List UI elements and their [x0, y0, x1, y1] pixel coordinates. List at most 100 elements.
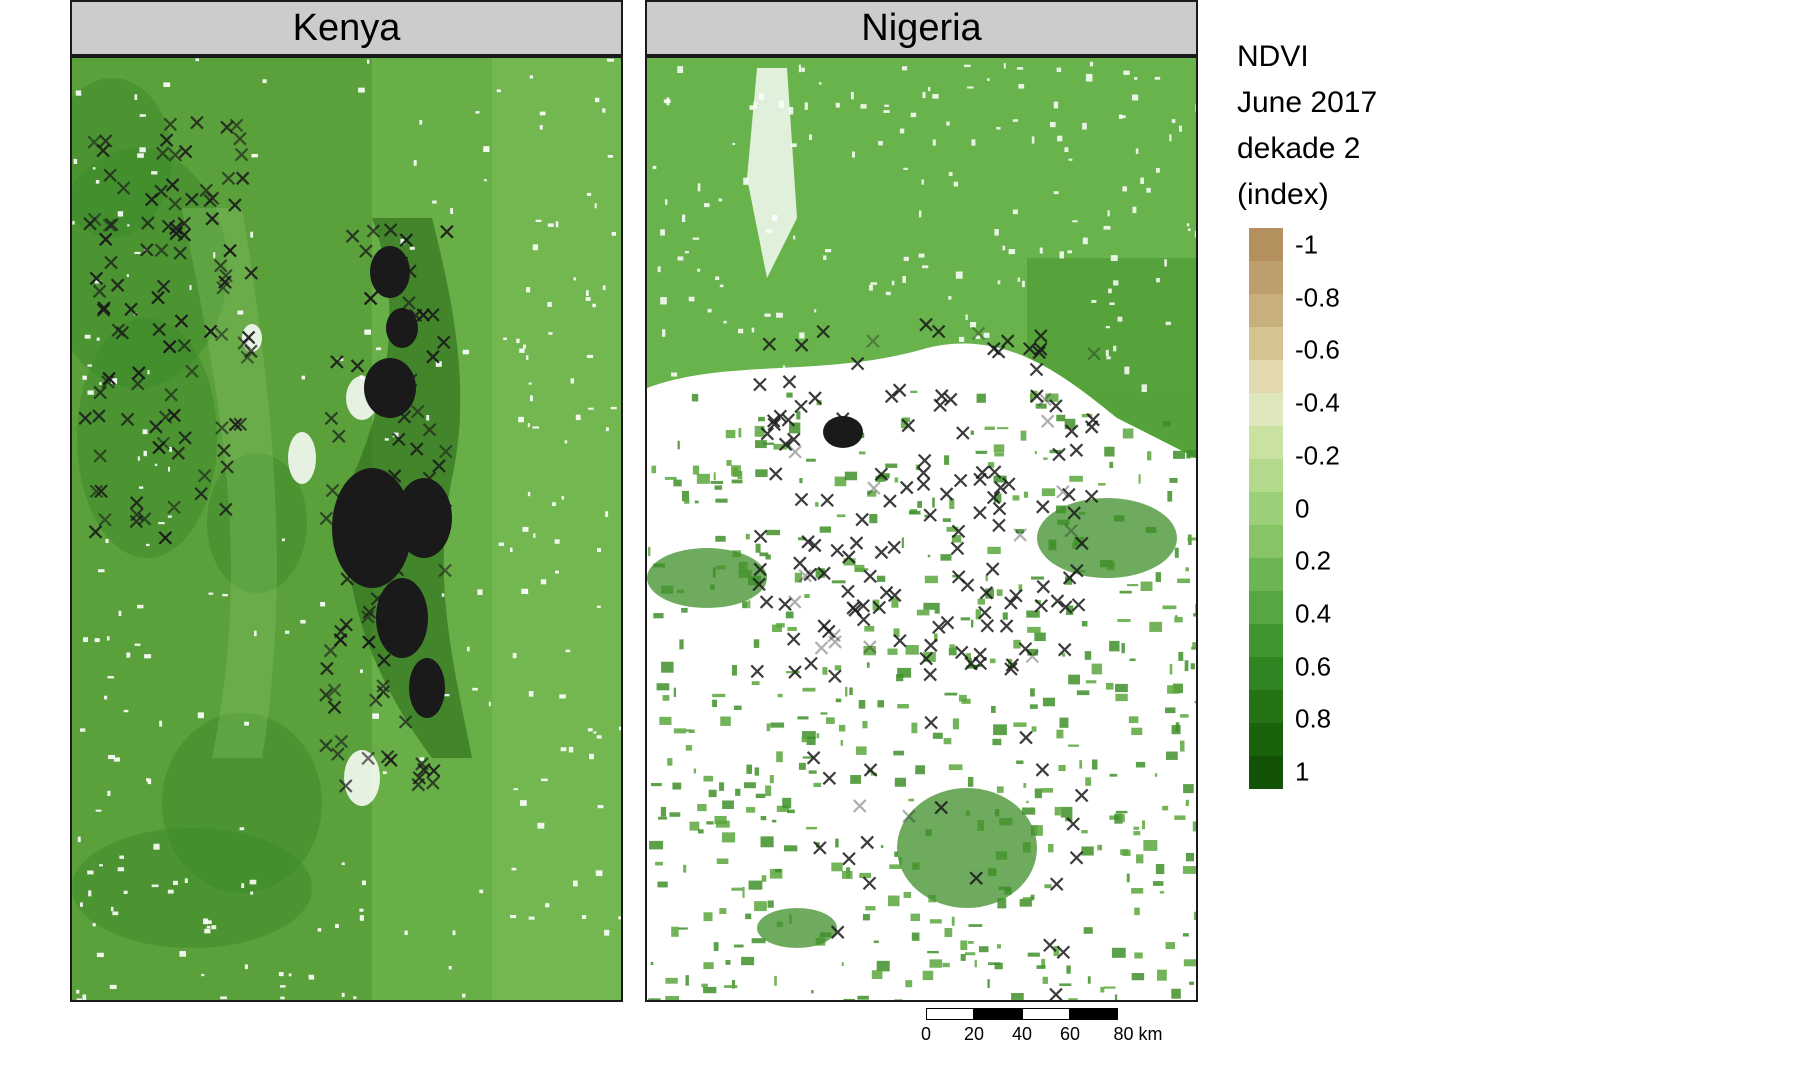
vegetation-fragment: [942, 962, 950, 968]
nodata-speckle: [382, 771, 387, 775]
vegetation-fragment: [1167, 685, 1180, 694]
vegetation-fragment: [755, 440, 767, 449]
point-marker: [956, 426, 970, 440]
point-marker: [986, 490, 1001, 505]
point-marker: [1043, 938, 1057, 953]
nodata-speckle: [860, 380, 865, 386]
map-nigeria[interactable]: [645, 56, 1198, 1002]
vegetation-fragment: [786, 392, 793, 398]
vegetation-fragment: [951, 535, 962, 543]
nodata-speckle: [375, 347, 382, 351]
nodata-speckle: [903, 167, 908, 170]
vegetation-fragment: [934, 633, 938, 643]
vegetation-fragment: [876, 575, 886, 582]
nodata-speckle: [73, 158, 78, 164]
nodata-speckle: [928, 86, 931, 92]
vegetation-fragment: [867, 490, 877, 497]
nodata-speckle: [611, 231, 616, 236]
nodata-speckle: [918, 210, 922, 218]
vegetation-fragment: [922, 970, 934, 981]
nodata-speckle: [528, 691, 534, 697]
vegetation-fragment: [1027, 952, 1040, 957]
point-marker: [867, 481, 881, 495]
point-marker: [951, 524, 966, 539]
nodata-speckle: [372, 713, 379, 719]
map-kenya[interactable]: [70, 56, 623, 1002]
point-marker: [203, 324, 218, 339]
vegetation-fragment: [1015, 529, 1024, 534]
nodata-speckle: [426, 414, 430, 421]
vegetation-fragment: [1048, 844, 1054, 853]
nodata-speckle: [1089, 61, 1093, 67]
nodata-speckle: [596, 735, 602, 739]
nodata-speckle: [518, 416, 524, 423]
point-marker: [244, 266, 259, 280]
vegetation-fragment: [831, 862, 843, 872]
nodata-speckle: [554, 539, 560, 544]
nodata-speckle: [443, 693, 450, 697]
point-marker: [1066, 817, 1080, 831]
point-marker: [778, 597, 792, 612]
nodata-speckle: [996, 126, 1001, 130]
vegetation-fragment: [1060, 806, 1073, 818]
nodata-speckle: [1169, 134, 1172, 142]
vegetation-fragment: [1103, 986, 1116, 989]
point-marker: [330, 355, 344, 369]
point-marker: [390, 369, 404, 383]
point-marker: [422, 422, 437, 437]
point-marker: [753, 529, 768, 544]
vegetation-fragment: [802, 731, 816, 740]
legend-tick-label: -1: [1295, 229, 1319, 260]
nodata-speckle: [983, 332, 990, 338]
vegetation-fragment: [801, 736, 807, 743]
point-marker: [856, 598, 871, 613]
point-marker: [1075, 536, 1089, 551]
nodata-speckle: [419, 119, 423, 125]
nodata-speckle: [547, 223, 554, 227]
vegetation-fragment: [888, 895, 900, 907]
vegetation-fragment: [910, 390, 918, 394]
vegetation-fragment: [737, 470, 743, 480]
point-marker: [919, 317, 933, 332]
nodata-speckle: [244, 721, 249, 726]
nodata-speckle: [359, 915, 364, 921]
nodata-speckle: [1113, 345, 1117, 352]
vegetation-fragment: [1115, 810, 1128, 814]
vegetation-fragment: [996, 589, 1003, 596]
nodata-speckle: [575, 414, 581, 421]
nodata-speckle: [206, 925, 211, 929]
nodata-speckle: [88, 890, 92, 897]
nodata-speckle: [610, 406, 617, 410]
vegetation-fragment: [733, 705, 742, 710]
vegetation-fragment: [1023, 783, 1027, 788]
vegetation-fragment: [948, 764, 963, 771]
vegetation-fragment: [1083, 927, 1093, 934]
vegetation-fragment: [908, 798, 914, 802]
nodata-speckle: [513, 788, 519, 791]
vegetation-fragment: [1027, 900, 1030, 903]
vegetation-fragment: [1154, 773, 1158, 777]
vegetation-fragment: [657, 881, 668, 888]
vegetation-fragment: [1173, 450, 1186, 459]
nodata-speckle: [301, 375, 306, 380]
vegetation-fragment: [1142, 820, 1146, 830]
point-marker: [432, 459, 446, 473]
vegetation-fragment: [932, 732, 943, 739]
legend-swatch: [1249, 657, 1283, 690]
vegetation-fragment: [1065, 576, 1073, 585]
point-marker: [381, 362, 395, 377]
point-marker: [362, 635, 376, 649]
point-marker: [221, 171, 236, 186]
vegetation-fragment: [760, 836, 774, 848]
vegetation-fragment: [924, 514, 931, 518]
point-marker: [96, 303, 111, 317]
vegetation-fragment: [725, 429, 736, 439]
vegetation-fragment: [811, 990, 814, 994]
point-marker: [828, 635, 842, 649]
vegetation-fragment: [967, 776, 974, 787]
point-marker: [111, 323, 126, 337]
legend-swatch: [1249, 360, 1283, 393]
vegetation-fragment: [804, 594, 810, 598]
legend-swatch: [1249, 756, 1283, 789]
nodata-speckle: [595, 870, 603, 877]
